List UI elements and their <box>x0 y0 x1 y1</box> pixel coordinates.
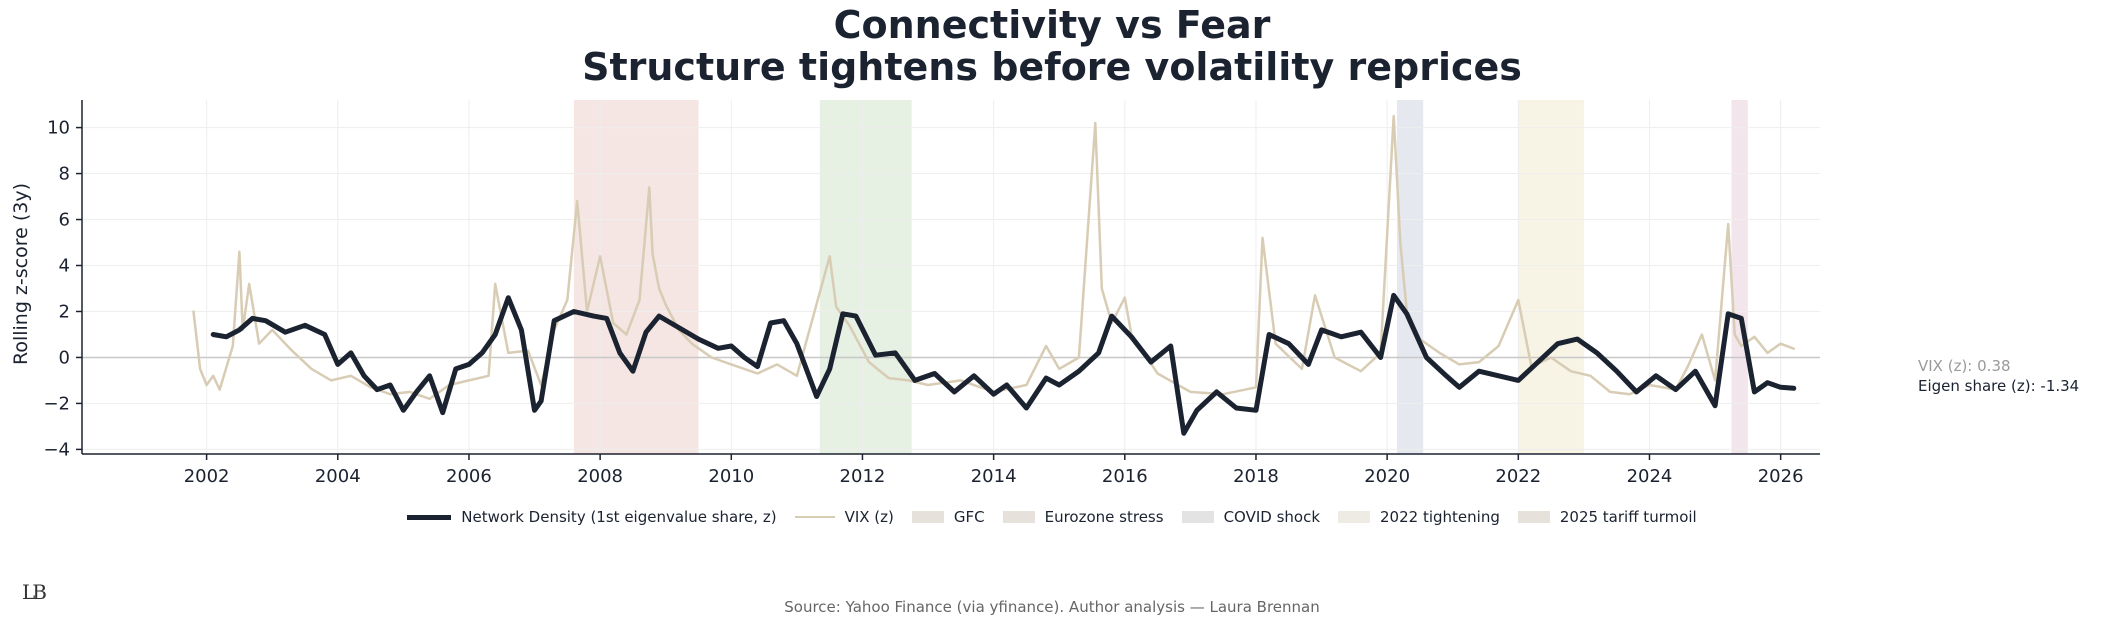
legend-swatch-tightening <box>1338 511 1371 523</box>
x-tick-label: 2018 <box>1233 466 1279 487</box>
x-tick-label: 2014 <box>971 466 1017 487</box>
x-tick-label: 2004 <box>315 466 361 487</box>
y-axis-label: Rolling z-score (3y) <box>10 183 32 365</box>
shaded-period-eurozone-stress <box>819 100 912 454</box>
legend-label-gfc: GFC <box>953 508 985 526</box>
x-axis-ticks: 2002 2004 2006 2008 2010 2012 2014 2016 2018 2020… <box>184 454 1804 487</box>
x-tick-label: 2012 <box>840 466 886 487</box>
shaded-periods <box>573 100 1748 454</box>
chart-title-line1: Connectivity vs Fear <box>833 3 1271 47</box>
vix-readout: VIX (z): 0.38 <box>1918 357 2011 375</box>
legend-label-vix: VIX (z) <box>844 508 894 526</box>
x-tick-label: 2006 <box>446 466 492 487</box>
x-tick-label: 2002 <box>184 466 230 487</box>
legend-label-eurozone: Eurozone stress <box>1044 508 1164 526</box>
shaded-period-covid-shock <box>1396 100 1424 454</box>
y-tick-label: 10 <box>47 118 70 139</box>
gridlines <box>82 100 1820 454</box>
y-axis-ticks: −4 −2 0 2 4 6 8 10 <box>43 118 82 460</box>
y-tick-label: −2 <box>43 393 70 414</box>
x-tick-label: 2020 <box>1364 466 1410 487</box>
legend-label-covid: COVID shock <box>1223 508 1321 526</box>
y-tick-label: 6 <box>59 210 70 231</box>
shaded-period-2025-tariff-turmoil <box>1731 100 1748 454</box>
x-tick-label: 2026 <box>1758 466 1804 487</box>
legend-swatch-gfc <box>911 511 944 523</box>
chart-title: Connectivity vs Fear Structure tightens … <box>0 4 2104 88</box>
x-tick-label: 2008 <box>577 466 623 487</box>
legend-item-covid: COVID shock <box>1181 508 1321 526</box>
axes <box>81 100 1820 455</box>
author-logo: LB <box>22 580 47 604</box>
x-tick-label: 2024 <box>1627 466 1673 487</box>
chart-title-line2: Structure tightens before volatility rep… <box>582 45 1522 89</box>
legend-item-eurozone: Eurozone stress <box>1002 508 1164 526</box>
legend-item-vix: VIX (z) <box>794 508 894 526</box>
y-tick-label: 2 <box>59 301 70 322</box>
legend-swatch-tariff <box>1517 511 1550 523</box>
shaded-period-2022-tightening <box>1518 100 1584 454</box>
legend-label-density: Network Density (1st eigenvalue share, z… <box>461 508 777 526</box>
legend-swatch-density <box>407 514 452 520</box>
source-note: Source: Yahoo Finance (via yfinance). Au… <box>784 598 1320 616</box>
legend-label-tariff: 2025 tariff turmoil <box>1559 508 1697 526</box>
y-tick-label: 4 <box>59 256 70 277</box>
legend-item-tariff: 2025 tariff turmoil <box>1517 508 1697 526</box>
eigen-readout: Eigen share (z): -1.34 <box>1918 377 2080 395</box>
legend-label-tightening: 2022 tightening <box>1380 508 1500 526</box>
series-line-density <box>210 292 1797 436</box>
y-tick-label: 0 <box>59 347 70 368</box>
y-tick-label: −4 <box>43 439 70 460</box>
x-tick-label: 2016 <box>1102 466 1148 487</box>
legend-swatch-eurozone <box>1002 511 1035 523</box>
series-layer <box>192 114 1797 436</box>
legend-swatch-covid <box>1181 511 1214 523</box>
legend-swatch-vix <box>794 516 835 518</box>
legend-item-gfc: GFC <box>911 508 985 526</box>
legend: Network Density (1st eigenvalue share, z… <box>0 508 2104 526</box>
shaded-period-gfc <box>573 100 699 454</box>
y-tick-label: 8 <box>59 164 70 185</box>
legend-item-density: Network Density (1st eigenvalue share, z… <box>407 508 777 526</box>
x-tick-label: 2010 <box>708 466 754 487</box>
x-tick-label: 2022 <box>1495 466 1541 487</box>
legend-item-tightening: 2022 tightening <box>1338 508 1500 526</box>
